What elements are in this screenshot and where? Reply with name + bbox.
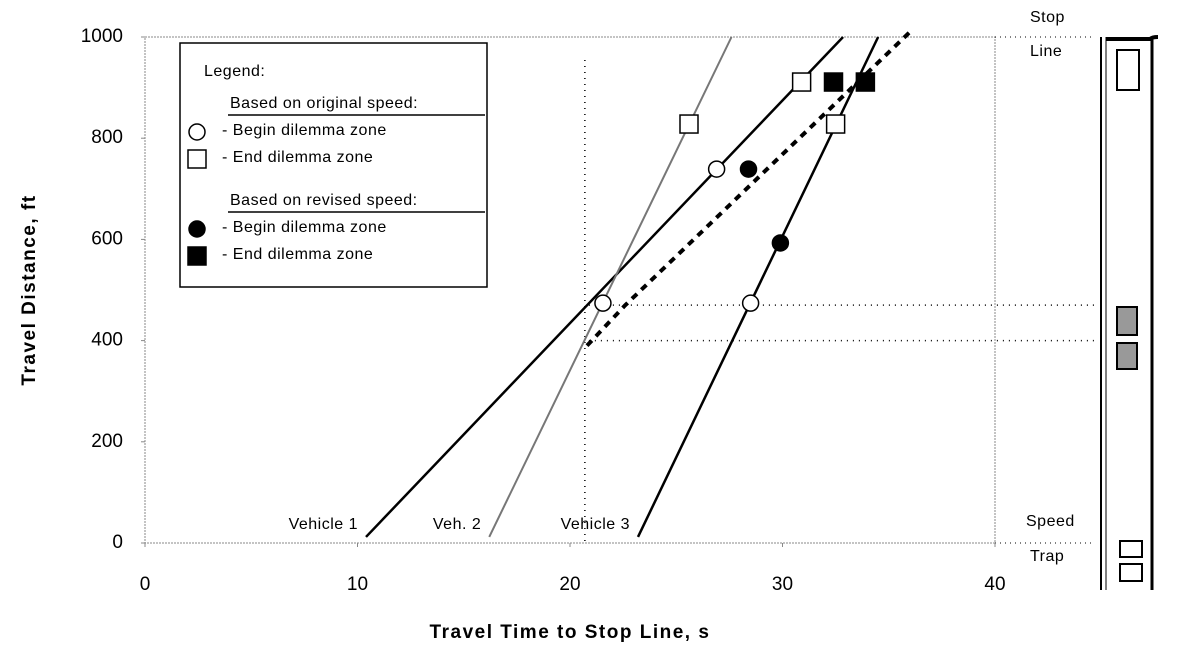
series-line (488, 36, 733, 538)
y-tick-label: 400 (91, 330, 123, 351)
y-tick-label: 1000 (81, 26, 123, 47)
legend-marker (188, 123, 206, 141)
y-tick-label: 800 (91, 127, 123, 148)
point (739, 160, 758, 178)
x-tick-label: 40 (984, 574, 1005, 595)
legend-label: - Begin dilemma zone (222, 219, 387, 236)
legend-label: - End dilemma zone (222, 246, 373, 263)
point (741, 294, 760, 312)
point (771, 234, 790, 252)
x-axis-title: Travel Time to Stop Line, s (430, 622, 711, 643)
series-line (585, 30, 912, 348)
legend-label: - Begin dilemma zone (222, 122, 387, 139)
legend-label: - End dilemma zone (222, 149, 373, 166)
y-axis-title: Travel Distance, ft (19, 194, 40, 385)
legend-box (179, 42, 488, 288)
x-tick-label: 30 (772, 574, 793, 595)
series-line (365, 36, 844, 538)
point (825, 114, 846, 134)
trap-label: Speed (1026, 513, 1075, 530)
legend-marker (187, 246, 207, 266)
point (707, 160, 726, 178)
y-tick-label: 600 (91, 228, 123, 249)
line-label: Vehicle 1 (289, 516, 358, 533)
legend-marker (188, 220, 206, 238)
stop-label: Stop (1030, 9, 1065, 26)
road-diagram (1100, 35, 1159, 590)
line-label: Veh. 2 (433, 516, 481, 533)
legend-marker (187, 149, 207, 169)
point (855, 72, 876, 92)
trap-label: Trap (1030, 548, 1064, 565)
legend-title: Legend: (204, 63, 265, 80)
legend-group: Based on original speed: (230, 95, 418, 112)
point (823, 72, 844, 92)
y-tick-label: 200 (91, 431, 123, 452)
x-tick-label: 10 (347, 574, 368, 595)
series-line (636, 36, 880, 538)
point (791, 72, 812, 92)
point (594, 294, 612, 312)
x-tick-label: 20 (559, 574, 580, 595)
point (679, 114, 699, 134)
y-tick-label: 0 (112, 532, 123, 553)
line-label: Vehicle 3 (561, 516, 630, 533)
x-tick-label: 0 (140, 574, 151, 595)
legend-group: Based on revised speed: (230, 192, 418, 209)
stop-label: Line (1030, 43, 1062, 60)
